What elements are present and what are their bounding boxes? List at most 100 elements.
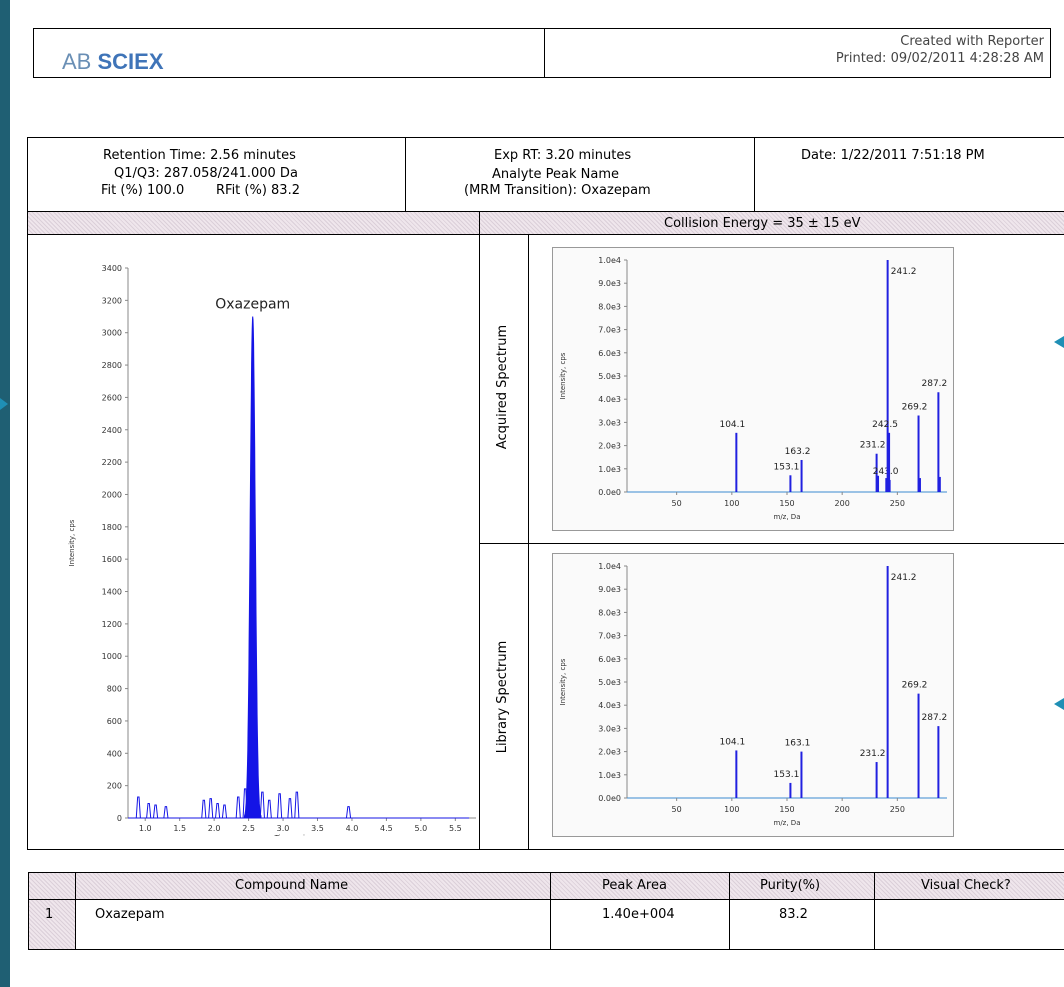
y-tick-label: 3.0e3: [598, 418, 621, 427]
col-header-visual-check: Visual Check?: [921, 878, 1011, 893]
y-tick-label: 2200: [102, 458, 122, 467]
y-axis-label: Intensity, cps: [68, 519, 76, 566]
y-tick-label: 5.0e3: [598, 678, 621, 687]
noise-peak: [135, 796, 141, 819]
y-tick-label: 2.0e3: [598, 748, 621, 757]
y-tick-label: 7.0e3: [598, 632, 621, 641]
y-tick-label: 0.0e0: [598, 794, 621, 803]
y-tick-label: 6.0e3: [598, 349, 621, 358]
y-tick-label: 0: [117, 814, 122, 823]
noise-peak: [277, 793, 283, 819]
date-text: Date: 1/22/2011 7:51:18 PM: [801, 148, 985, 163]
y-tick-label: 3200: [102, 296, 122, 305]
library-spectrum-label: Library Spectrum: [495, 640, 510, 754]
y-tick-label: 7.0e3: [598, 326, 621, 335]
y-tick-label: 3400: [102, 264, 122, 273]
collision-energy: Collision Energy = 35 ± 15 eV: [664, 216, 861, 231]
y-tick-label: 2.0e3: [598, 442, 621, 451]
printed-text: Printed: 09/02/2011 4:28:28 AM: [835, 51, 1044, 66]
y-tick-label: 1.0e4: [598, 562, 621, 571]
x-axis-label: m/z, Da: [774, 819, 801, 827]
noise-peak: [215, 802, 221, 819]
noise-peak: [235, 796, 241, 819]
main-panel: Retention Time: 2.56 minutes Q1/Q3: 287.…: [27, 137, 1064, 850]
mrm-text: (MRM Transition): Oxazepam: [464, 183, 651, 198]
report-page: AB SCIEX Created with Reporter Printed: …: [10, 0, 1064, 987]
y-tick-label: 1000: [102, 652, 122, 661]
table-cell-compound: Oxazepam: [95, 907, 165, 922]
peak-label: 287.2: [922, 713, 948, 723]
y-tick-label: 4.0e3: [598, 395, 621, 404]
peak-label: Oxazepam: [215, 297, 290, 313]
peak-label: 242.5: [872, 420, 898, 430]
peak-label: 231.2: [860, 441, 886, 451]
noise-peak: [163, 806, 169, 819]
y-tick-label: 1800: [102, 523, 122, 532]
noise-peak: [345, 806, 352, 819]
collision-bar: [28, 212, 1064, 234]
y-tick-label: 1600: [102, 555, 122, 564]
y-axis-label: Intensity, cps: [559, 658, 567, 705]
y-tick-label: 1.0e4: [598, 256, 621, 265]
y-tick-label: 3000: [102, 329, 122, 338]
x-tick-label: 3.5: [311, 824, 324, 833]
y-tick-label: 4.0e3: [598, 701, 621, 710]
peak-label: 269.2: [902, 681, 928, 691]
y-tick-label: 9.0e3: [598, 585, 621, 594]
noise-peak: [221, 804, 228, 819]
noise-peak: [287, 798, 293, 819]
noise-peak: [266, 799, 272, 819]
peak-label: 104.1: [719, 737, 745, 747]
x-tick-label: 4.0: [346, 824, 359, 833]
x-tick-label: 100: [724, 805, 739, 814]
y-tick-label: 2800: [102, 361, 122, 370]
peak-label: 243.0: [873, 467, 899, 477]
noise-peak: [146, 802, 152, 819]
y-tick-label: 1400: [102, 588, 122, 597]
y-tick-label: 2000: [102, 490, 122, 499]
x-tick-label: 200: [835, 805, 850, 814]
analyte-label: Analyte Peak Name: [492, 167, 619, 182]
y-tick-label: 8.0e3: [598, 302, 621, 311]
x-tick-label: 250: [890, 805, 905, 814]
x-tick-label: 1.0: [139, 824, 152, 833]
absciex-logo: AB SCIEX: [62, 49, 164, 74]
y-tick-label: 1200: [102, 620, 122, 629]
col-header-purity: Purity(%): [760, 878, 821, 893]
peak-label: 231.2: [860, 749, 886, 759]
peak-label: 241.2: [891, 267, 917, 277]
table-cell-purity: 83.2: [779, 907, 808, 922]
left-marker-arrow: [0, 398, 8, 410]
x-tick-label: 200: [835, 499, 850, 508]
exp-rt-text: Exp RT: 3.20 minutes: [494, 148, 632, 163]
y-tick-label: 200: [107, 782, 122, 791]
peak-label: 104.1: [719, 420, 745, 430]
noise-peak: [152, 804, 159, 819]
col-header-compound: Compound Name: [235, 878, 349, 893]
y-tick-label: 6.0e3: [598, 655, 621, 664]
y-tick-label: 0.0e0: [598, 488, 621, 497]
y-tick-label: 2600: [102, 393, 122, 402]
y-tick-label: 8.0e3: [598, 608, 621, 617]
main-peak: [243, 316, 262, 819]
fit-text: Fit (%) 100.0: [101, 183, 185, 198]
peak-label: 241.2: [891, 573, 917, 583]
y-tick-label: 9.0e3: [598, 279, 621, 288]
peak-label: 153.1: [774, 462, 800, 472]
xic-chromatogram: 0 200 400 600 800 1000 1200 1400 1600 1800 2000 220…: [68, 264, 476, 836]
y-tick-label: 5.0e3: [598, 372, 621, 381]
library-spectrum-frame: 0.0e0 1.0e3 2.0e3 3.0e3 4.0e3 5.0e3 6.0e3 7.0e3…: [552, 553, 954, 837]
rfit-text: RFit (%) 83.2: [216, 183, 300, 198]
table-cell-peak-area: 1.40e+004: [602, 907, 675, 922]
peak-label: 153.1: [774, 770, 800, 780]
y-tick-label: 800: [107, 685, 122, 694]
x-tick-label: 2.0: [208, 824, 221, 833]
x-tick-label: 3.0: [277, 824, 290, 833]
x-tick-label: 150: [779, 805, 794, 814]
right-marker-arrow-1: [1054, 336, 1064, 348]
created-with-text: Created with Reporter: [900, 34, 1044, 49]
results-table: Compound Name Peak Area Purity(%) Visual…: [28, 872, 1064, 950]
x-axis-label: m/z, Da: [774, 513, 801, 521]
noise-peak: [294, 791, 300, 819]
peak-label: 287.2: [922, 379, 948, 389]
